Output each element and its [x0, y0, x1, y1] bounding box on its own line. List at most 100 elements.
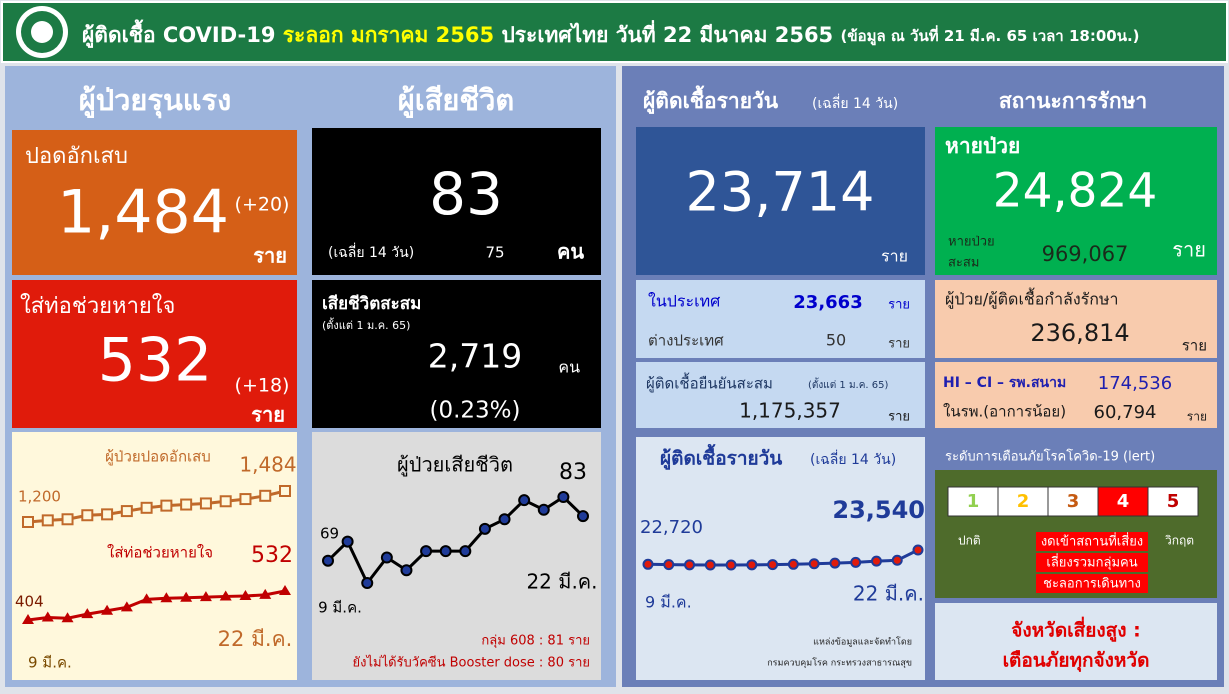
marker [420, 545, 433, 558]
marker [239, 493, 252, 506]
marker [61, 513, 74, 526]
header-title: ผู้ติดเชื้อ COVID-19 ระลอก มกราคม 2565 ป… [82, 19, 1140, 49]
marker [81, 608, 94, 619]
level-box [947, 486, 999, 517]
card-sub-label: หายป่วย [948, 235, 995, 250]
marker [101, 604, 114, 615]
marker [341, 535, 354, 548]
marker [870, 555, 882, 567]
data-label: 404 [15, 593, 44, 611]
data-label: 69 [320, 525, 339, 543]
card-label: (เฉลี่ย 14 วัน) [328, 243, 414, 261]
marker [279, 585, 291, 595]
marker [180, 591, 193, 602]
marker [498, 513, 511, 526]
origin-card [636, 280, 925, 358]
marker [642, 558, 654, 570]
card-sub-value: 969,067 [1042, 242, 1129, 266]
level-box [997, 486, 1049, 517]
card-label: ต่างประเทศ [648, 332, 724, 350]
marker [41, 611, 54, 622]
section-title: ผู้ป่วยรุนแรง [79, 83, 232, 118]
marker [380, 551, 393, 564]
marker [663, 559, 675, 571]
card-value: 532 [98, 326, 213, 396]
chart-title: ผู้ติดเชื้อรายวัน [660, 444, 782, 471]
marker [537, 503, 550, 516]
marker [787, 558, 799, 570]
measure-bg [1036, 574, 1148, 593]
active-card [935, 280, 1217, 358]
alert-title: ระดับการเตือนภัยโรคโควิด-19 (lert) [945, 449, 1155, 465]
marker [322, 554, 334, 567]
x-label: 22 มี.ค. [853, 582, 924, 606]
card-label: ในประเทศ [648, 292, 720, 311]
card-value: 2,719 [428, 337, 522, 376]
card-value: 1,484 [57, 178, 229, 248]
card-unit: ราย [881, 247, 908, 266]
marker [400, 564, 413, 577]
card-label: ปอดอักเสบ [25, 144, 128, 169]
title-note: (ข้อมูล ณ วันที่ 21 มี.ค. 65 เวลา 18:00น… [840, 25, 1139, 46]
measure-bg [1036, 553, 1148, 572]
data-label: 23,540 [832, 496, 925, 524]
marker [22, 614, 34, 624]
card-value: 174,536 [1098, 373, 1172, 394]
card-change: (+18) [235, 375, 290, 397]
footnote: กลุ่ม 608 : 81 ราย [481, 634, 590, 649]
marker [219, 495, 232, 508]
section-title: ผู้ติดเชื้อรายวัน [643, 85, 779, 115]
ventilator-card [12, 280, 297, 428]
card-label: ผู้ติดเชื้อยืนยันสะสม [646, 373, 773, 393]
card-unit: ราย [888, 337, 910, 352]
card-value: 24,824 [993, 164, 1157, 219]
alert-levels: 1 2 3 4 5 [947, 486, 1199, 517]
marker [259, 489, 272, 502]
level-high: วิกฤต [1165, 534, 1194, 548]
marker [219, 590, 232, 601]
card-unit: คน [558, 358, 580, 377]
marker [81, 509, 94, 522]
section-title: สถานะการรักษา [999, 89, 1147, 113]
card-sub-label: (ตั้งแต่ 1 ม.ค. 65) [808, 377, 888, 391]
marker [808, 558, 820, 570]
severe-chart-box [12, 432, 297, 680]
level: 5 [1167, 491, 1180, 512]
cumulative-deaths-card [312, 280, 601, 428]
card-unit: ราย [888, 410, 910, 425]
marker [279, 485, 291, 497]
data-label: 1,200 [18, 488, 61, 506]
marker [478, 522, 491, 535]
card-rate: (0.23%) [429, 398, 520, 424]
marker [259, 588, 272, 599]
marker [61, 612, 74, 623]
marker [557, 491, 570, 503]
card-unit: ราย [1187, 410, 1207, 424]
card-label: เสียชีวิตสะสม [322, 293, 421, 314]
chart-title: ผู้ป่วยเสียชีวิต [397, 453, 513, 478]
marker [120, 601, 133, 612]
measure: เลี่ยงรวมกลุ่มคน [1046, 554, 1137, 571]
card-value: 236,814 [1030, 319, 1129, 347]
marker [767, 559, 779, 571]
level-low: ปกติ [958, 534, 981, 548]
card-sub-label: (ตั้งแต่ 1 ม.ค. 65) [322, 317, 410, 332]
measure-bg [1036, 532, 1148, 551]
marker [199, 591, 212, 602]
card-unit: ราย [253, 244, 287, 268]
marker [439, 545, 452, 558]
marker [140, 501, 153, 514]
marker [850, 556, 862, 568]
chart-sub-title: (เฉลี่ย 14 วัน) [810, 450, 896, 468]
section-sub-title: (เฉลี่ย 14 วัน) [812, 94, 898, 112]
cumulative-card [636, 362, 925, 428]
marker [725, 559, 737, 571]
hi-ci-card [935, 362, 1217, 428]
card-value: 50 [826, 331, 846, 350]
level: 4 [1117, 491, 1130, 512]
risk-box [935, 603, 1217, 680]
data-label: 22,720 [640, 517, 703, 538]
marker [239, 589, 252, 600]
marker [361, 577, 374, 589]
